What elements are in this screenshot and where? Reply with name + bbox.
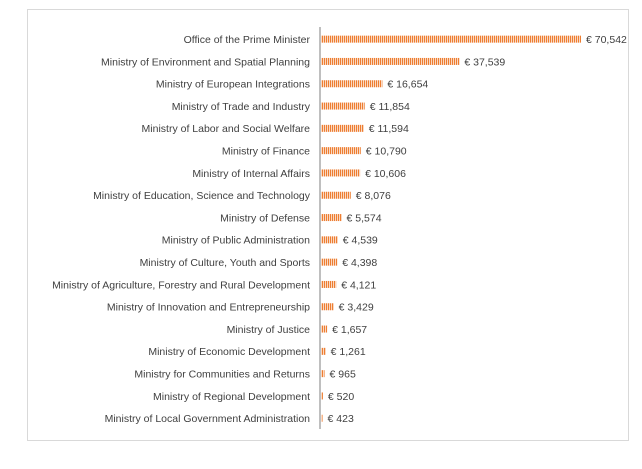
category-label: Ministry of Regional Development xyxy=(153,391,310,403)
category-label: Ministry of European Integrations xyxy=(156,79,310,91)
value-label: € 3,429 xyxy=(339,302,374,314)
value-label: € 8,076 xyxy=(356,190,391,202)
value-label: € 4,121 xyxy=(341,279,376,291)
bar xyxy=(321,258,338,266)
category-label: Ministry of Labor and Social Welfare xyxy=(142,123,311,135)
bar xyxy=(321,124,364,132)
category-label: Ministry of Trade and Industry xyxy=(172,101,311,113)
category-label: Ministry of Innovation and Entrepreneurs… xyxy=(107,302,310,314)
value-label: € 16,654 xyxy=(387,79,428,91)
category-label: Ministry of Culture, Youth and Sports xyxy=(140,257,310,269)
value-label: € 1,657 xyxy=(332,324,367,336)
value-labels: € 70,542 € 37,539 € 16,654 € 11,854 € 11,594… xyxy=(328,34,627,425)
category-label: Ministry of Local Government Administrat… xyxy=(105,413,311,425)
value-label: € 37,539 xyxy=(464,56,505,68)
category-label: Ministry for Communities and Returns xyxy=(134,368,310,380)
value-label: € 520 xyxy=(328,391,354,403)
bars xyxy=(321,35,581,422)
value-label: € 10,790 xyxy=(366,145,407,157)
category-label: Ministry of Justice xyxy=(227,324,311,336)
category-label: Office of the Prime Minister xyxy=(184,34,311,46)
value-label: € 5,574 xyxy=(347,212,382,224)
bar xyxy=(321,169,361,177)
category-label: Ministry of Environment and Spatial Plan… xyxy=(101,56,310,68)
bar xyxy=(321,57,460,65)
bar xyxy=(321,325,328,333)
category-label: Ministry of Defense xyxy=(220,212,310,224)
bar xyxy=(321,102,365,110)
bar xyxy=(321,147,361,155)
category-label: Ministry of Finance xyxy=(222,145,310,157)
category-label: Ministry of Education, Science and Techn… xyxy=(93,190,311,202)
value-label: € 965 xyxy=(330,368,356,380)
bar xyxy=(321,280,337,288)
category-label: Ministry of Economic Development xyxy=(148,346,310,358)
bar xyxy=(321,191,351,199)
value-label: € 423 xyxy=(328,413,354,425)
category-labels: Office of the Prime Minister Ministry of … xyxy=(52,34,311,425)
bar xyxy=(321,392,323,400)
value-label: € 4,398 xyxy=(342,257,377,269)
category-label: Ministry of Public Administration xyxy=(162,235,310,247)
bar xyxy=(321,35,581,43)
value-label: € 11,854 xyxy=(370,101,410,113)
bar xyxy=(321,236,338,244)
bar xyxy=(321,303,334,311)
bar xyxy=(321,214,342,222)
value-label: € 4,539 xyxy=(343,235,378,247)
bar xyxy=(321,414,323,422)
value-label: € 70,542 xyxy=(586,34,627,46)
category-label: Ministry of Internal Affairs xyxy=(192,168,310,180)
value-label: € 1,261 xyxy=(331,346,366,358)
value-label: € 10,606 xyxy=(365,168,406,180)
bar xyxy=(321,370,325,378)
value-label: € 11,594 xyxy=(369,123,409,135)
bar xyxy=(321,80,383,88)
bar xyxy=(321,347,326,355)
category-label: Ministry of Agriculture, Forestry and Ru… xyxy=(52,279,310,291)
